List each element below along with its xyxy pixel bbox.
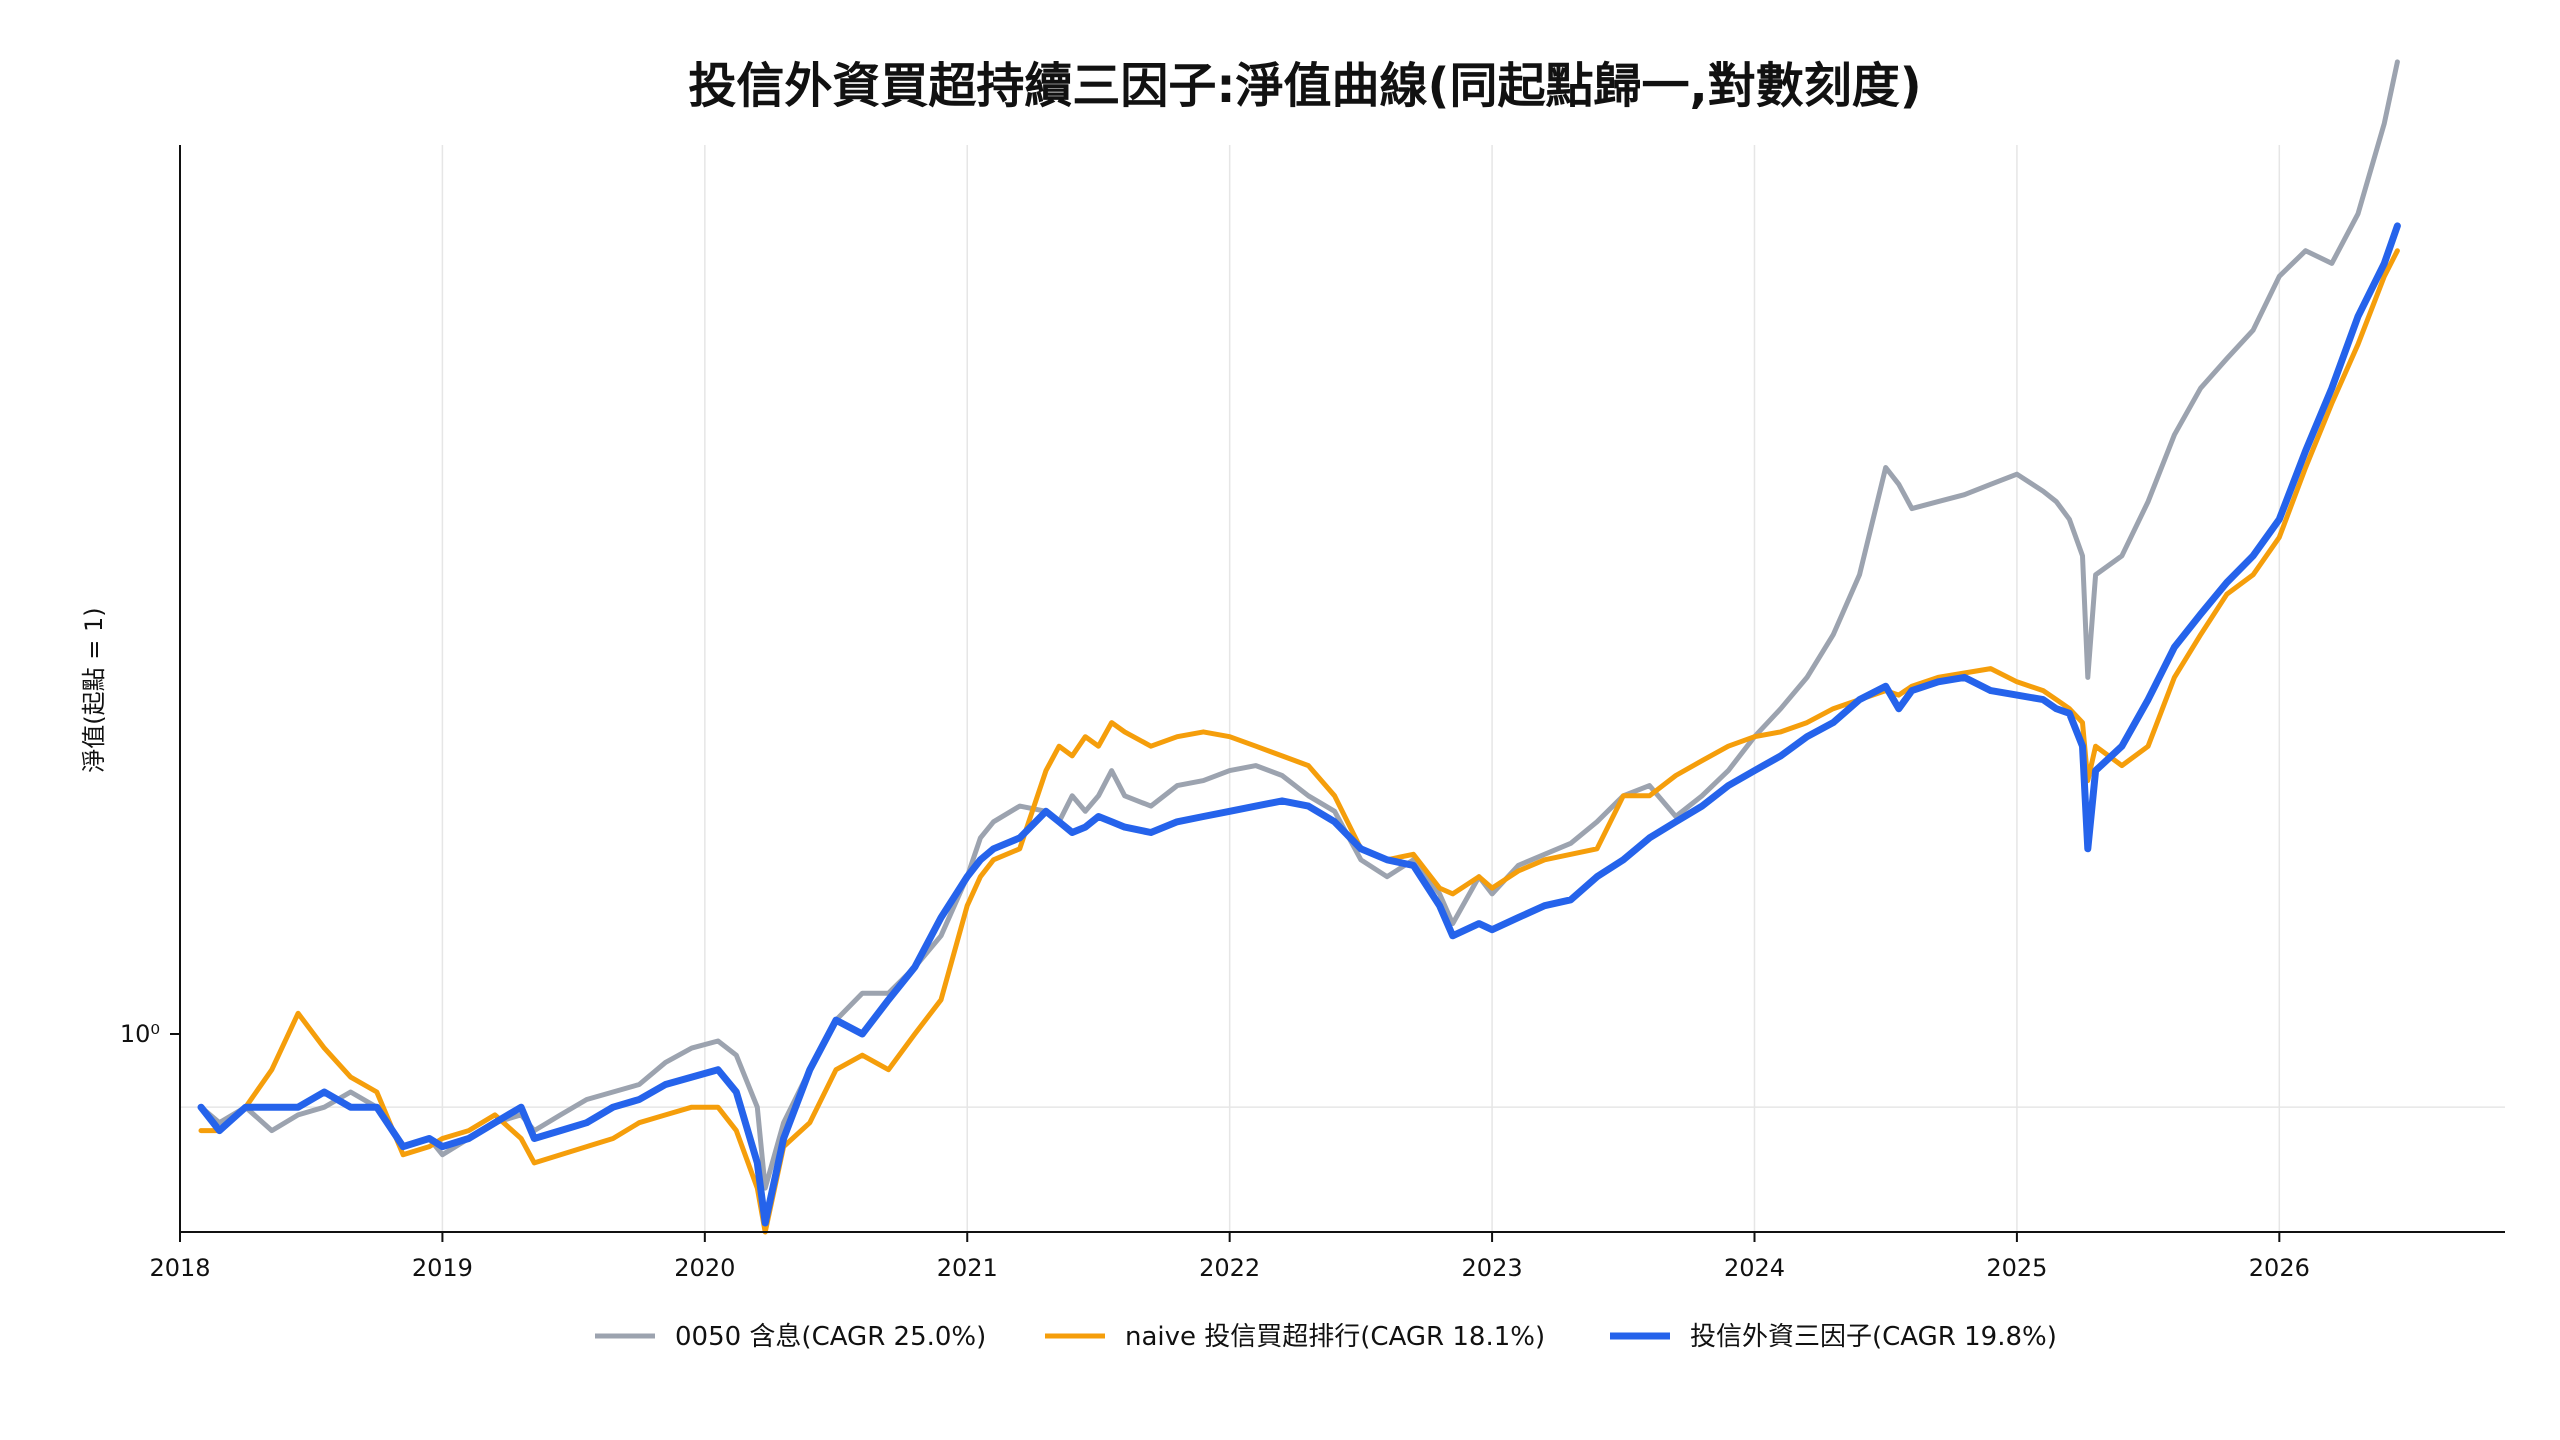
legend-label-3: 投信外資三因子(CAGR 19.8%) (1690, 1322, 2057, 1352)
series-line-1 (198, 59, 2400, 1191)
x-tick-label: 2018 (149, 1254, 210, 1282)
series-lines (197, 59, 2401, 1235)
x-tick-label: 2025 (1986, 1254, 2047, 1282)
legend: 0050 含息(CAGR 25.0%) naive 投信買超排行(CAGR 18.… (595, 1322, 2057, 1352)
y-axis-label: 淨值(起點 = 1) (80, 607, 108, 772)
x-tick-label: 2020 (674, 1254, 735, 1282)
legend-label-1: 0050 含息(CAGR 25.0%) (675, 1322, 986, 1352)
series-line-2 (198, 248, 2400, 1235)
x-tick-label: 2022 (1199, 1254, 1260, 1282)
x-tick-label: 2021 (937, 1254, 998, 1282)
legend-label-2: naive 投信買超排行(CAGR 18.1%) (1125, 1322, 1545, 1352)
grid (179, 145, 2505, 1232)
x-tick-label: 2023 (1462, 1254, 1523, 1282)
x-ticks: 2018 2019 2020 2021 2022 2023 2024 2025 2026 (149, 1232, 2310, 1282)
x-tick-label: 2024 (1724, 1254, 1785, 1282)
x-tick-label: 2019 (412, 1254, 473, 1282)
y-tick-label: 10⁰ (120, 1020, 160, 1048)
x-tick-label: 2026 (2249, 1254, 2310, 1282)
chart-title: 投信外資買超持續三因子:淨值曲線(同起點歸一,對數刻度) (688, 58, 1921, 114)
series-line-3 (197, 222, 2401, 1227)
